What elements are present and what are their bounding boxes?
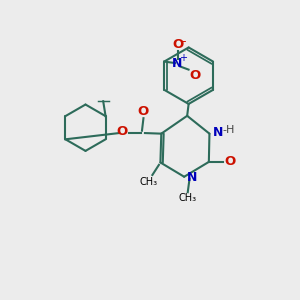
Text: O: O (138, 105, 149, 118)
Text: O: O (172, 38, 183, 50)
Text: O: O (224, 155, 235, 168)
Text: CH₃: CH₃ (179, 193, 197, 203)
Text: -H: -H (223, 125, 235, 135)
Text: O: O (116, 125, 128, 138)
Text: -: - (182, 34, 186, 48)
Text: CH₃: CH₃ (140, 176, 158, 187)
Text: N: N (187, 171, 197, 184)
Text: +: + (179, 53, 187, 63)
Text: N: N (172, 57, 183, 70)
Text: O: O (189, 69, 200, 82)
Text: N: N (213, 126, 224, 139)
